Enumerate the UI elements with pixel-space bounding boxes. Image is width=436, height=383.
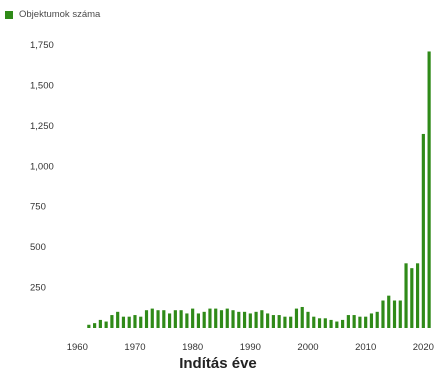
bar [421, 133, 425, 328]
bar [179, 310, 183, 328]
bar [381, 300, 385, 328]
bar [185, 313, 189, 328]
bar [133, 315, 137, 328]
y-tick-label: 750 [30, 202, 46, 213]
bar [191, 308, 195, 328]
bar [341, 319, 345, 328]
bar [352, 315, 356, 328]
y-tick-label: 1,500 [30, 80, 54, 91]
bar [104, 321, 108, 328]
y-tick-label: 500 [30, 242, 46, 253]
bar [317, 318, 322, 328]
bar [196, 313, 201, 328]
bar [219, 310, 224, 328]
bar [173, 310, 177, 328]
x-tick-label: 1980 [182, 342, 203, 353]
bar [202, 311, 206, 328]
legend-label: Objektumok száma [19, 9, 101, 20]
bar [289, 316, 293, 328]
x-tick-label: 2000 [297, 342, 318, 353]
bar [260, 310, 264, 328]
bar [162, 310, 166, 328]
bar [127, 316, 131, 328]
bar [415, 263, 420, 328]
bar [312, 316, 316, 328]
bar [306, 311, 310, 328]
bar [387, 295, 391, 328]
bar [398, 300, 402, 328]
bar [110, 315, 114, 328]
bar [237, 311, 241, 328]
bar [156, 310, 160, 328]
bar [214, 308, 218, 328]
bar [167, 313, 172, 328]
bar [392, 300, 397, 328]
y-tick-label: 250 [30, 283, 46, 294]
bar [93, 323, 97, 328]
bar [231, 310, 235, 328]
bar [98, 319, 102, 328]
bar [116, 311, 120, 328]
y-tick-label: 1,750 [30, 40, 54, 51]
bar [242, 311, 247, 328]
bar [335, 321, 339, 328]
bar [277, 315, 281, 328]
x-tick-label: 1970 [124, 342, 145, 353]
bar [150, 308, 154, 328]
bar [254, 311, 258, 328]
bar [358, 316, 362, 328]
bar [144, 310, 149, 328]
bar [87, 324, 91, 328]
bar [208, 308, 212, 328]
bar [427, 51, 431, 329]
legend: Objektumok száma [5, 9, 100, 20]
y-tick-label: 1,250 [30, 121, 54, 132]
bar [271, 315, 275, 328]
bar [121, 316, 126, 328]
x-tick-label: 2010 [355, 342, 376, 353]
bar [410, 268, 414, 328]
bar [225, 308, 229, 328]
bar [139, 316, 143, 328]
x-tick-label: 1990 [240, 342, 261, 353]
bar [248, 313, 252, 328]
y-tick-label: 1,000 [30, 161, 54, 172]
x-tick-label: 2020 [413, 342, 434, 353]
bar [364, 316, 368, 328]
x-tick-label: 1960 [67, 342, 88, 353]
bar [375, 311, 379, 328]
bar [346, 315, 350, 328]
legend-swatch [5, 10, 13, 19]
bar [323, 318, 327, 328]
x-axis-title: Indítás éve [179, 355, 257, 372]
bar [329, 319, 333, 328]
bar [300, 306, 304, 328]
bar [266, 313, 270, 328]
bar [369, 313, 374, 328]
bar [294, 308, 299, 328]
bar [404, 263, 408, 328]
bar [283, 316, 287, 328]
